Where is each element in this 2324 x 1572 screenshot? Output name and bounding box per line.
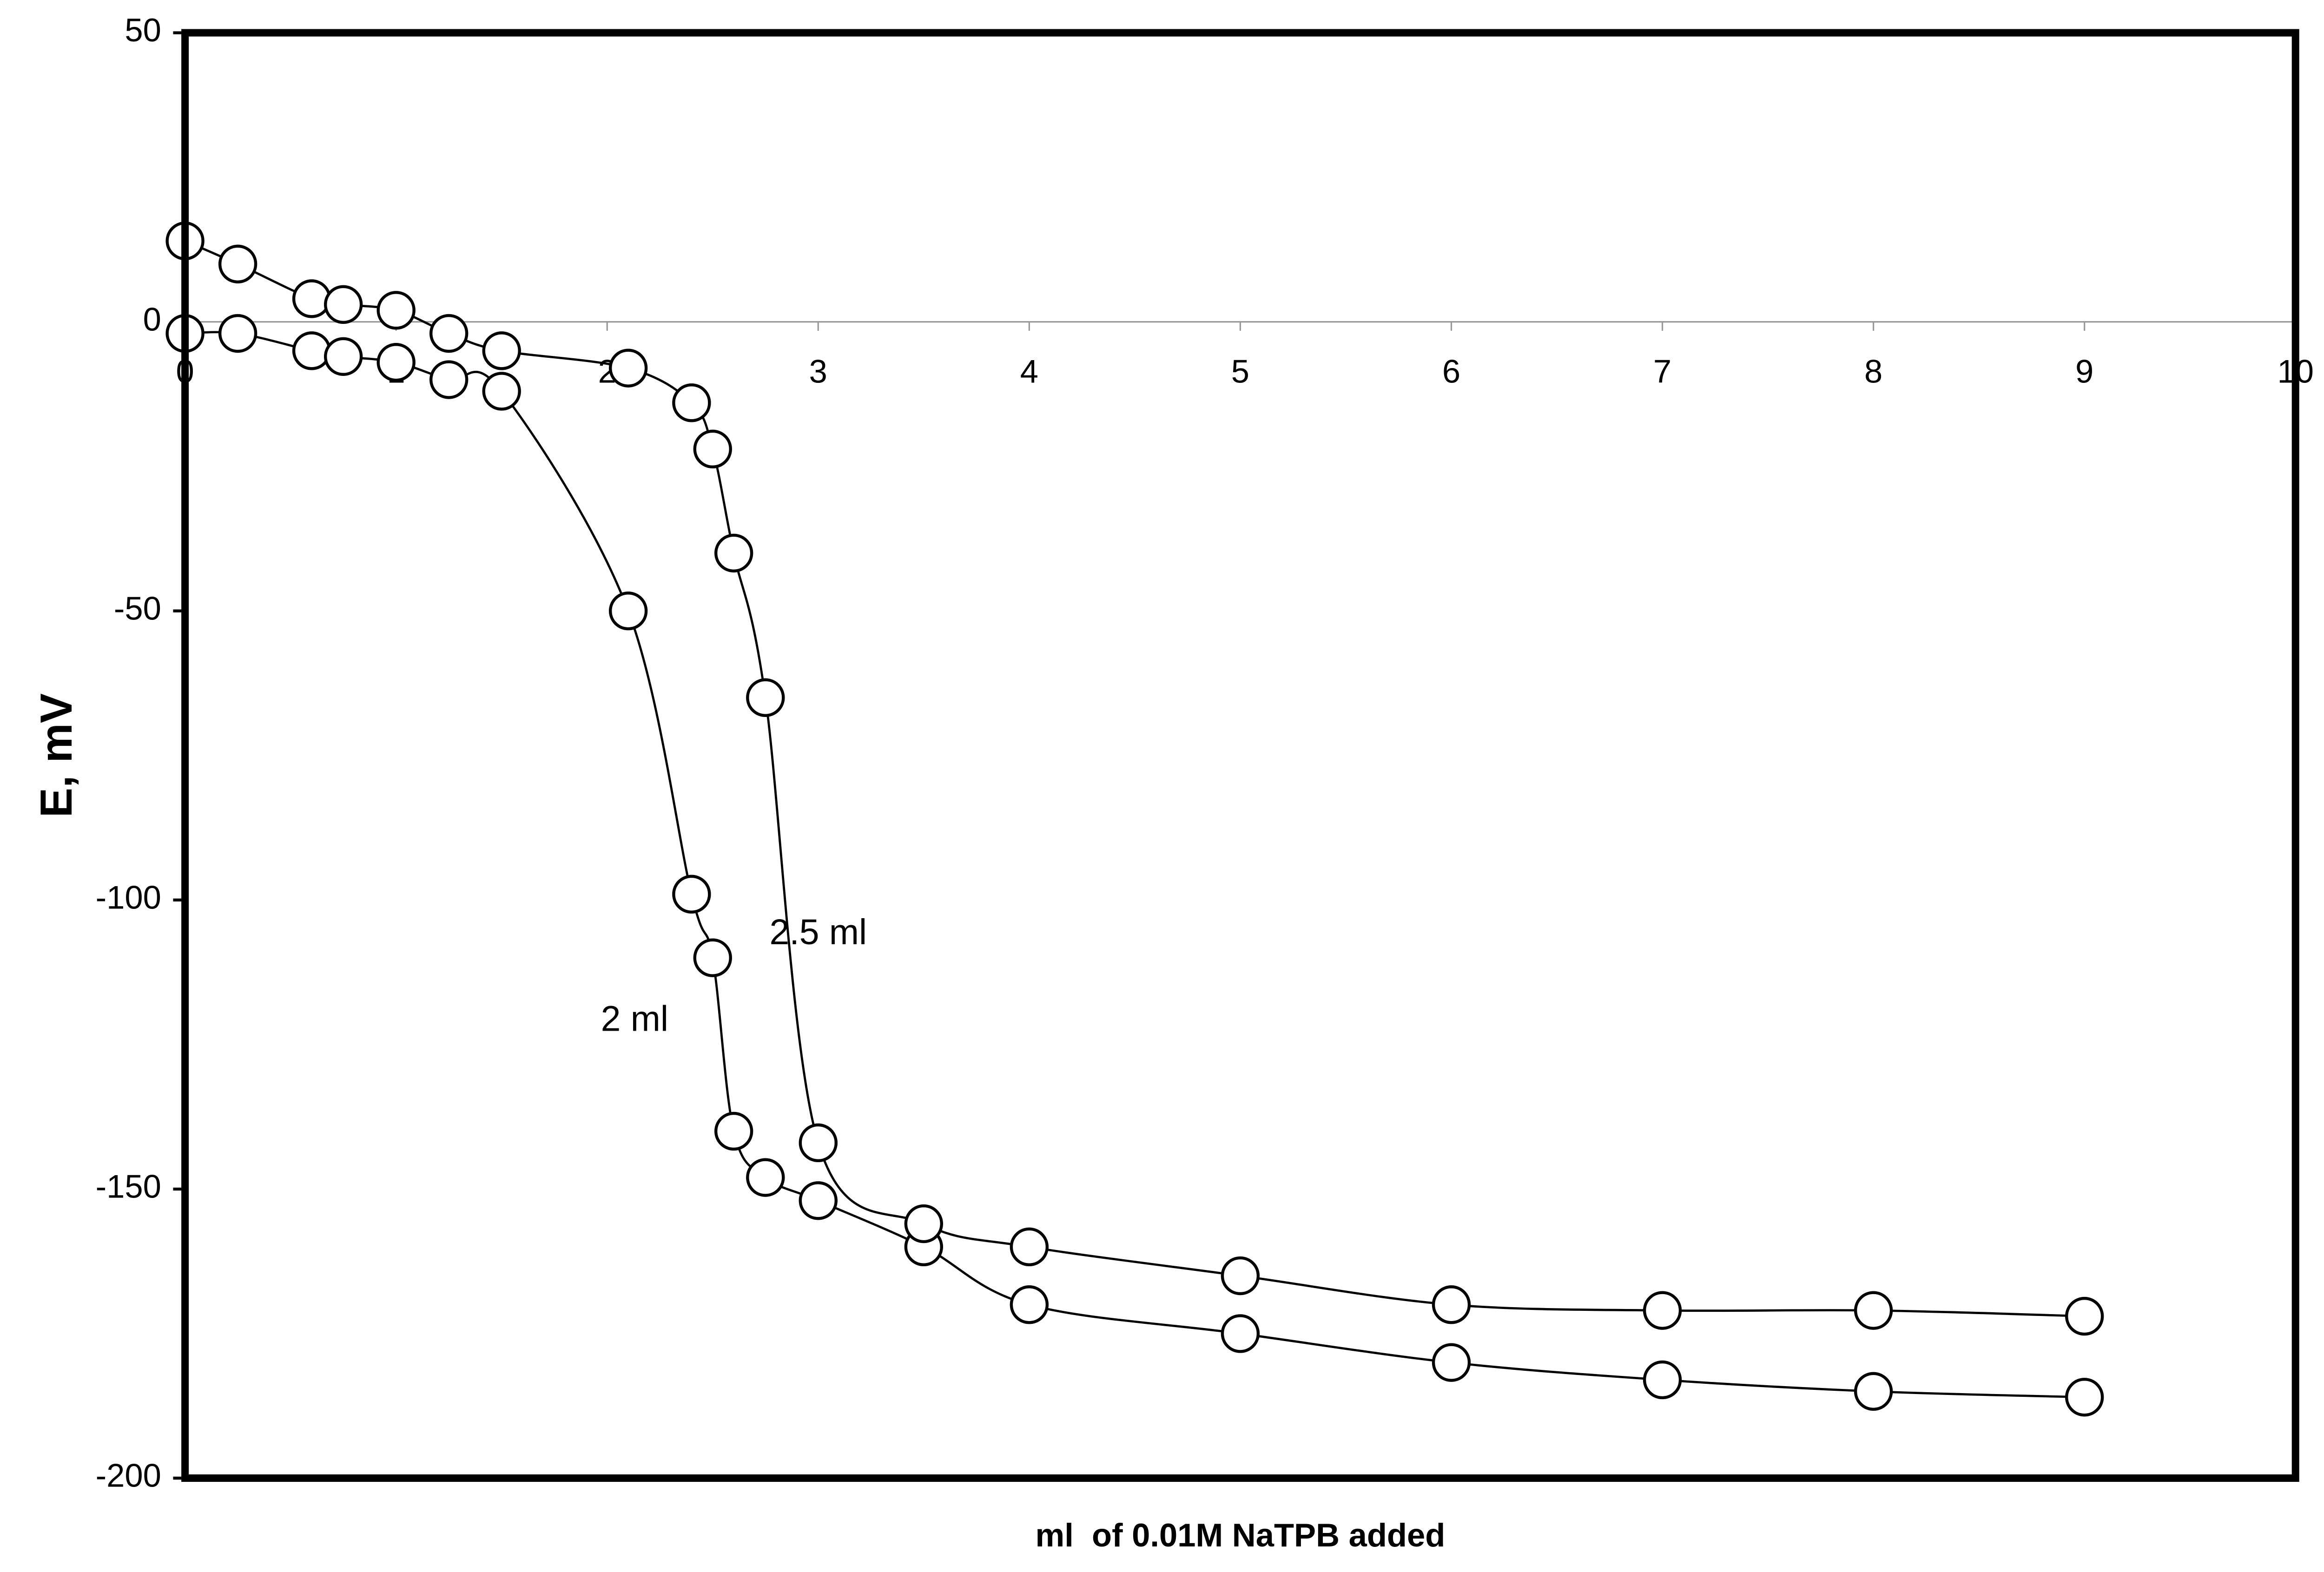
data-point [1643,1360,1682,1400]
x-tick-label: 6 [1442,353,1460,390]
data-point [429,360,469,399]
x-tick-label: 9 [2075,353,2093,390]
data-point [376,343,416,382]
y-tick-label: -100 [96,879,161,915]
y-tick-label: 0 [143,301,161,337]
data-point [482,331,521,370]
data-point [292,279,331,318]
data-point [693,429,732,469]
y-tick-label: -200 [96,1457,161,1494]
x-tick-label: 3 [809,353,827,390]
data-point [1221,1256,1260,1296]
data-point [746,1158,785,1197]
data-point [1221,1314,1260,1353]
plot-frame [181,29,2299,1482]
data-point [904,1204,944,1243]
data-point [218,244,257,283]
annotation: 2.5 ml [770,912,867,952]
data-point [608,349,648,388]
y-tick-label: -50 [114,590,161,626]
y-tick-label: -150 [96,1168,161,1205]
series-line [185,240,2085,1318]
x-axis-title: ml of 0.01M NaTPB added [1036,1517,1446,1553]
data-point [482,372,521,411]
data-point [292,331,331,370]
data-point [1854,1291,1893,1330]
data-point [746,678,785,717]
x-tick-label: 7 [1653,353,1671,390]
data-point [429,314,469,353]
data-point [799,1181,838,1220]
data-point [376,291,416,330]
annotation: 2 ml [601,999,668,1039]
data-point [799,1123,838,1163]
data-point [324,337,363,376]
x-tick-label: 4 [1020,353,1038,390]
data-point [324,285,363,324]
x-tick-label: 5 [1231,353,1249,390]
data-point [1010,1285,1049,1324]
data-point [2065,1296,2104,1336]
data-point [218,314,257,353]
data-point [1010,1227,1049,1266]
data-point [693,938,732,977]
data-point [714,533,753,572]
data-point [1432,1285,1471,1324]
data-point [1643,1291,1682,1330]
data-point [1432,1343,1471,1382]
data-point [714,1112,753,1151]
data-point [672,383,711,422]
data-point [672,875,711,914]
y-axis-title: E, mV [32,693,81,817]
y-tick-label: 50 [125,12,161,48]
data-point [608,592,648,631]
data-point [2065,1378,2104,1417]
x-tick-label: 8 [1864,353,1882,390]
data-point [1854,1372,1893,1411]
